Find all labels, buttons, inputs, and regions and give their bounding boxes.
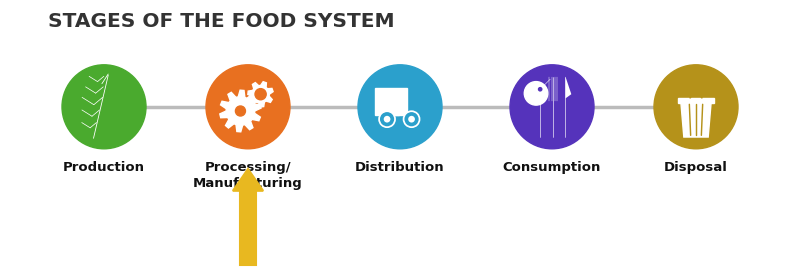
Text: Production: Production — [63, 161, 145, 174]
Circle shape — [379, 111, 395, 127]
Circle shape — [206, 65, 290, 149]
Circle shape — [62, 65, 146, 149]
Circle shape — [510, 65, 594, 149]
Bar — [240, 191, 256, 265]
Circle shape — [384, 116, 390, 123]
Bar — [382, 92, 399, 115]
Circle shape — [358, 65, 442, 149]
Text: Disposal: Disposal — [664, 161, 728, 174]
Polygon shape — [681, 103, 711, 137]
Text: STAGES OF THE FOOD SYSTEM: STAGES OF THE FOOD SYSTEM — [48, 12, 394, 31]
Circle shape — [258, 91, 264, 97]
Circle shape — [403, 111, 419, 127]
Polygon shape — [220, 90, 261, 132]
Circle shape — [235, 106, 246, 116]
Circle shape — [534, 85, 547, 99]
Circle shape — [538, 87, 542, 92]
Circle shape — [255, 89, 266, 100]
Bar — [678, 99, 714, 103]
Polygon shape — [566, 77, 571, 99]
Text: Distribution: Distribution — [355, 161, 445, 174]
Circle shape — [408, 116, 415, 123]
Text: Consumption: Consumption — [503, 161, 601, 174]
Polygon shape — [399, 92, 406, 115]
Bar — [374, 88, 407, 115]
Polygon shape — [248, 82, 273, 107]
Circle shape — [654, 65, 738, 149]
Circle shape — [524, 82, 548, 105]
Polygon shape — [233, 169, 263, 191]
Text: Processing/
Manufacturing: Processing/ Manufacturing — [193, 161, 303, 190]
